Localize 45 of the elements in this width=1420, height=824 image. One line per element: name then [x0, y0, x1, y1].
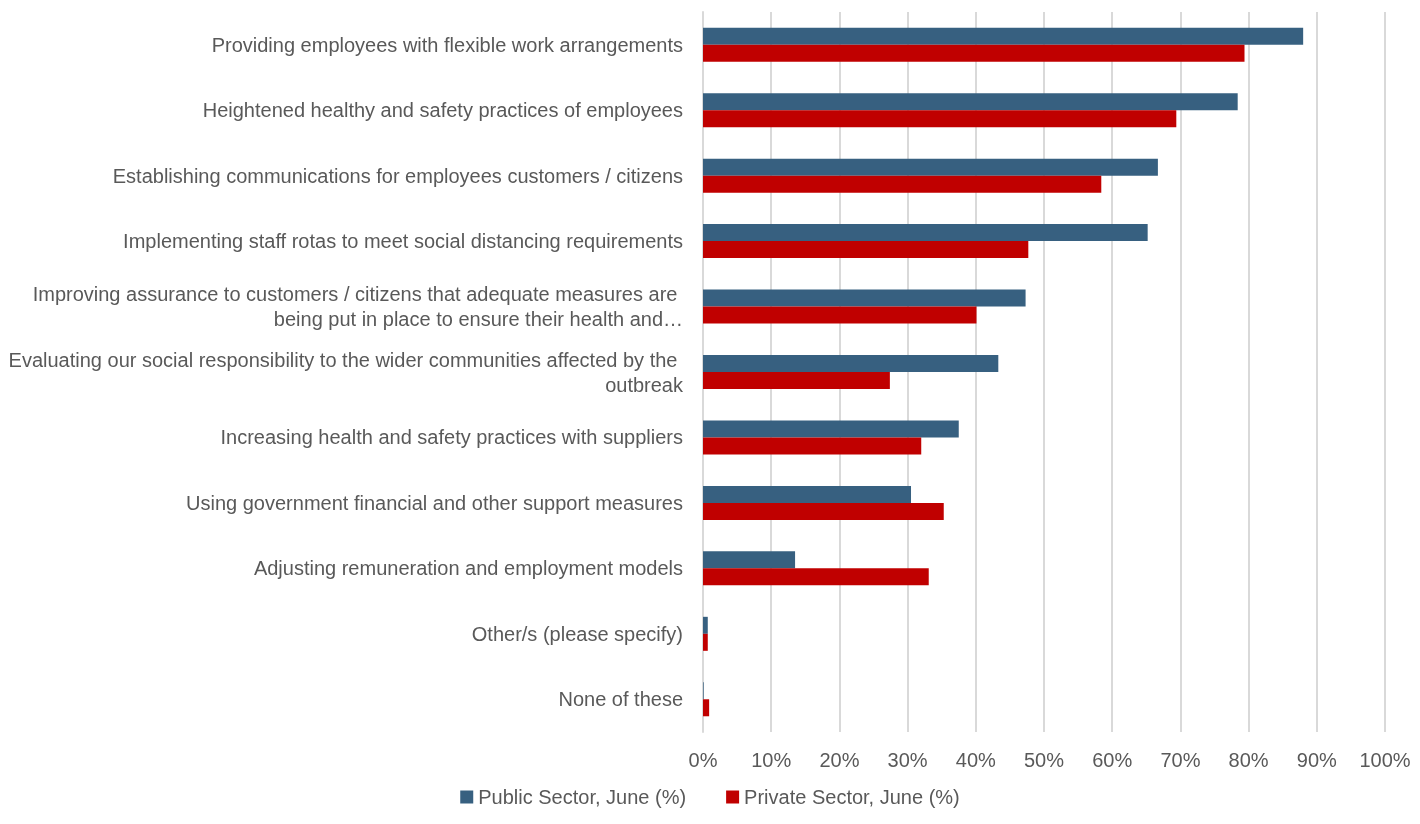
bar — [703, 616, 708, 634]
legend-label: Public Sector, June (%) — [478, 786, 687, 808]
bar — [703, 551, 796, 569]
x-tick-label: 30% — [887, 749, 928, 771]
bar — [703, 355, 999, 372]
bar — [703, 27, 1304, 45]
x-tick-label: 70% — [1160, 749, 1201, 771]
x-tick-label: 40% — [955, 749, 997, 771]
bar — [703, 175, 1102, 193]
y-tick-label: Using government financial and other support measures — [186, 491, 683, 514]
y-tick-label: Improving assurance to customers / citizens that adequate measures are being put in place to ensure their health and… — [32, 283, 683, 331]
x-tick-label: 0% — [688, 749, 718, 771]
x-tick-label: 100% — [1359, 749, 1411, 771]
y-tick-label: Adjusting remuneration and employment models — [253, 557, 683, 580]
x-tick-label: 80% — [1228, 749, 1269, 771]
x-tick-label: 90% — [1296, 749, 1338, 771]
x-tick-label: 50% — [1023, 749, 1065, 771]
bar — [703, 224, 1148, 242]
bar — [703, 93, 1238, 111]
bar — [703, 502, 944, 520]
y-tick-label: None of these — [558, 688, 683, 711]
bar — [703, 241, 1029, 259]
y-tick-label: Implementing staff rotas to meet social distancing requirements — [123, 230, 683, 253]
bar — [703, 633, 708, 651]
bar — [703, 568, 929, 586]
bar — [703, 437, 922, 455]
bar — [703, 306, 977, 324]
legend-label: Private Sector, June (%) — [744, 786, 960, 808]
bar — [703, 699, 710, 717]
bar — [703, 372, 890, 389]
y-tick-label: Evaluating our social responsibility to the wider communities affected by the outbreak — [8, 348, 684, 396]
bar — [703, 158, 1158, 176]
x-tick-label: 10% — [751, 749, 792, 771]
y-tick-label: Increasing health and safety practices with suppliers — [220, 426, 683, 449]
y-tick-label: Providing employees with flexible work arrangements — [211, 33, 683, 56]
bar — [703, 485, 912, 503]
bar — [703, 110, 1177, 128]
bar — [703, 44, 1245, 62]
x-tick-label: 20% — [819, 749, 860, 771]
x-tick-label: 60% — [1092, 749, 1133, 771]
bar — [703, 420, 959, 438]
y-tick-label: Other/s (please specify) — [471, 622, 683, 645]
y-tick-label: Heightened healthy and safety practices of employees — [202, 99, 683, 122]
bar — [703, 289, 1026, 307]
y-tick-label: Establishing communications for employees customers / citizens — [112, 164, 683, 187]
